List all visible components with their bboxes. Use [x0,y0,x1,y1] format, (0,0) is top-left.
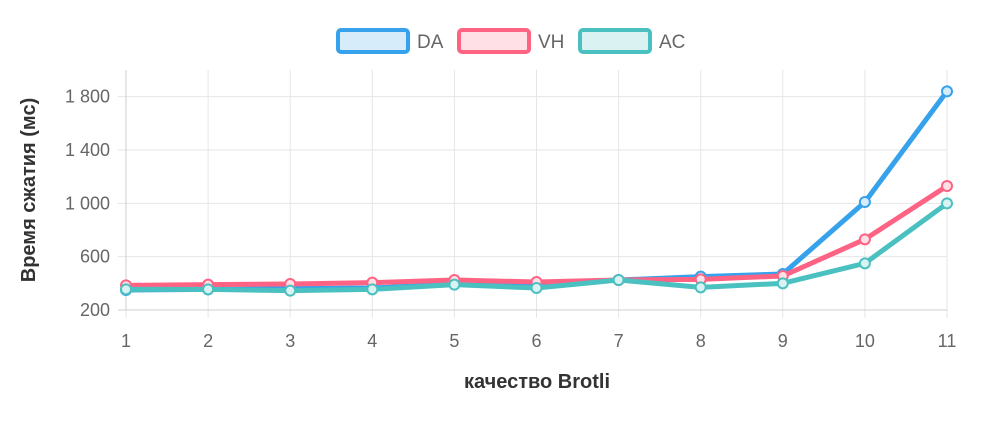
data-point-ac[interactable] [612,274,625,286]
x-tick-label: 4 [367,331,377,351]
data-point-ac[interactable] [694,281,707,294]
data-point-ac[interactable] [448,278,461,291]
legend: DA VH AC [336,28,685,54]
legend-item-vh[interactable]: VH [457,28,564,54]
x-tick-label: 9 [778,331,788,351]
data-point-vh[interactable] [858,233,871,246]
legend-label-ac: AC [659,32,685,53]
legend-swatch-vh [457,28,531,54]
series-layer [120,85,953,297]
data-point-ac[interactable] [366,283,379,296]
x-tick-label: 5 [449,331,459,351]
y-tick-label: 600 [80,247,110,267]
legend-swatch-da [336,28,410,54]
x-tick-label: 2 [203,331,213,351]
x-tick-label: 3 [285,331,295,351]
legend-label-vh: VH [538,32,564,53]
x-tick-label: 7 [614,331,624,351]
y-tick-label: 1 400 [65,140,110,160]
x-axis-title: качество Brotli [464,371,610,393]
data-point-ac[interactable] [530,282,543,294]
data-point-da[interactable] [858,196,871,208]
data-point-ac[interactable] [858,257,871,270]
legend-label-da: DA [417,32,444,53]
x-tick-label: 10 [855,331,875,351]
data-point-vh[interactable] [941,180,953,192]
y-tick-label: 1 000 [65,193,110,213]
y-tick-label: 200 [80,300,110,320]
y-tick-label: 1 800 [65,87,110,107]
legend-item-da[interactable]: DA [336,28,444,54]
x-tick-label: 8 [696,331,706,351]
legend-item-ac[interactable]: AC [578,28,685,54]
x-tick-label: 11 [938,331,957,351]
series-ac [120,197,953,297]
x-tick-label: 1 [121,331,131,351]
y-axis-title: Время сжатия (мс) [18,98,40,283]
data-point-ac[interactable] [202,283,215,296]
data-point-ac[interactable] [776,277,789,290]
data-point-da[interactable] [941,85,953,98]
x-tick-label: 6 [531,331,541,351]
data-point-ac[interactable] [941,197,953,210]
data-point-ac[interactable] [284,284,297,297]
axes: 1 2 3 4 5 6 7 8 9 10 11 200 600 1 000 1 400 1 800 [65,70,956,351]
legend-swatch-ac [578,28,652,54]
data-point-ac[interactable] [120,283,132,296]
